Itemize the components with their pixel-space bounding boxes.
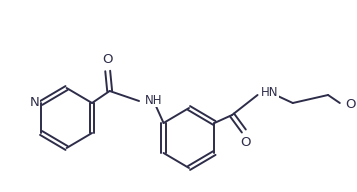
Text: O: O (346, 98, 356, 112)
Text: O: O (241, 136, 251, 149)
Text: HN: HN (261, 87, 278, 99)
Text: N: N (29, 97, 39, 109)
Text: O: O (102, 53, 113, 66)
Text: NH: NH (145, 94, 162, 107)
